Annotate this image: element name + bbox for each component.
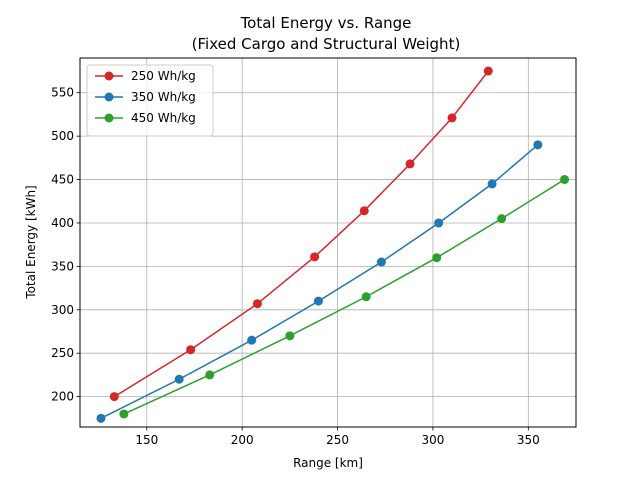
data-point bbox=[310, 252, 320, 262]
data-point bbox=[447, 113, 457, 123]
data-point bbox=[376, 257, 386, 267]
data-point bbox=[174, 374, 184, 384]
y-tick-label: 450 bbox=[51, 173, 74, 187]
y-tick-label: 200 bbox=[51, 390, 74, 404]
x-tick-label: 250 bbox=[326, 433, 349, 447]
data-point bbox=[432, 253, 442, 263]
legend-label: 250 Wh/kg bbox=[131, 69, 196, 83]
y-tick-label: 300 bbox=[51, 303, 74, 317]
plot-frame bbox=[79, 57, 577, 428]
data-point bbox=[533, 140, 543, 150]
data-point bbox=[497, 214, 507, 224]
y-tick-label: 250 bbox=[51, 346, 74, 360]
data-point bbox=[313, 296, 323, 306]
data-point bbox=[487, 179, 497, 189]
x-axis-label: Range [km] bbox=[293, 456, 363, 470]
legend-item: 450 Wh/kg bbox=[95, 111, 196, 125]
series-line bbox=[113, 70, 489, 398]
data-point bbox=[483, 66, 493, 76]
data-point bbox=[119, 409, 129, 419]
data-point bbox=[205, 370, 215, 380]
data-point bbox=[96, 413, 106, 423]
data-point bbox=[405, 159, 415, 169]
legend-label: 350 Wh/kg bbox=[131, 90, 196, 104]
data-point bbox=[252, 299, 262, 309]
y-axis-label: Total Energy [kWh] bbox=[24, 185, 38, 299]
data-point bbox=[361, 292, 371, 302]
data-point bbox=[186, 345, 196, 355]
legend-marker bbox=[104, 92, 114, 102]
legend-label: 450 Wh/kg bbox=[131, 111, 196, 125]
legend-marker bbox=[104, 71, 114, 81]
legend-item: 350 Wh/kg bbox=[95, 90, 196, 104]
x-tick-label: 300 bbox=[421, 433, 444, 447]
x-tick-label: 200 bbox=[231, 433, 254, 447]
data-point bbox=[247, 335, 257, 345]
y-tick-label: 550 bbox=[51, 86, 74, 100]
series-group bbox=[96, 66, 570, 423]
x-tick-label: 150 bbox=[135, 433, 158, 447]
axis-ticks: 150 200 250 300 350 200 250 300 350 400 450 500 550 bbox=[51, 86, 540, 447]
y-tick-label: 350 bbox=[51, 259, 74, 273]
data-point bbox=[359, 206, 369, 216]
y-tick-label: 500 bbox=[51, 129, 74, 143]
series-2 bbox=[96, 140, 543, 423]
x-tick-label: 350 bbox=[517, 433, 540, 447]
data-point bbox=[434, 218, 444, 228]
series-line bbox=[100, 144, 539, 419]
series-3 bbox=[119, 175, 570, 419]
series-1 bbox=[109, 66, 493, 402]
y-tick-label: 400 bbox=[51, 216, 74, 230]
data-point bbox=[560, 175, 570, 185]
data-point bbox=[285, 331, 295, 341]
legend: 250 Wh/kg 350 Wh/kg 450 Wh/kg bbox=[86, 64, 214, 137]
data-point bbox=[109, 392, 119, 402]
chart-subtitle: (Fixed Cargo and Structural Weight) bbox=[192, 35, 461, 53]
legend-marker bbox=[104, 113, 114, 123]
legend-item: 250 Wh/kg bbox=[95, 69, 196, 83]
chart-title: Total Energy vs. Range bbox=[240, 14, 412, 32]
